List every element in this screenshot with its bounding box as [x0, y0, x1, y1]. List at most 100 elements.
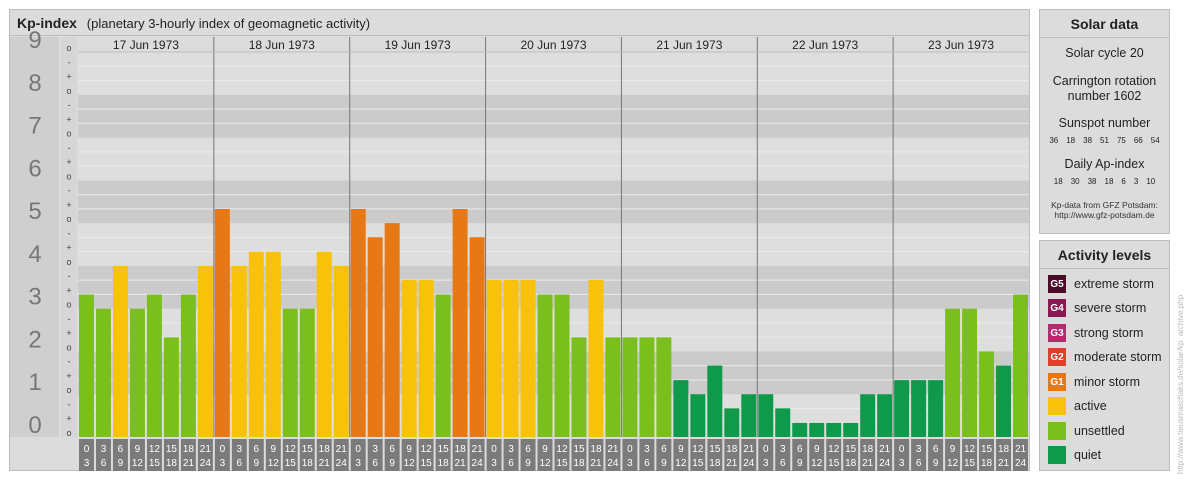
source-link[interactable]: http://www.gfz-potsdam.de [1054, 210, 1155, 220]
interval-start-label: 21 [879, 444, 891, 455]
interval-start-label: 9 [542, 444, 548, 455]
interval-start-label: 15 [302, 444, 314, 455]
kp-level-band [78, 180, 1029, 224]
interval-start-label: 15 [438, 444, 450, 455]
interval-end-label: 24 [1015, 458, 1027, 469]
interval-start-label: 9 [678, 444, 684, 455]
interval-start-label: 0 [355, 444, 361, 455]
y-tick-label: 8 [28, 70, 41, 97]
interval-end-label: 3 [491, 458, 497, 469]
kp-bar [724, 408, 740, 437]
sunspot-value: 38 [1083, 136, 1093, 145]
interval-start-label: 9 [950, 444, 956, 455]
y-tick-label: 3 [28, 284, 41, 311]
level-label: quiet [1074, 448, 1102, 462]
interval-end-label: 6 [916, 458, 922, 469]
interval-end-label: 9 [661, 458, 667, 469]
ap-value: 6 [1121, 177, 1126, 186]
y-minor-tick-label: o [66, 257, 71, 267]
interval-end-label: 6 [508, 458, 514, 469]
carrington-line-2: number 1602 [1067, 89, 1142, 103]
level-label: active [1074, 399, 1107, 413]
interval-cell [707, 439, 723, 471]
interval-end-label: 21 [183, 458, 195, 469]
interval-end-label: 21 [862, 458, 874, 469]
kp-bar [231, 265, 247, 437]
sunspot-value: 36 [1049, 136, 1059, 145]
day-label: 22 Jun 1973 [792, 38, 858, 52]
y-minor-tick-label: - [68, 228, 71, 238]
level-label: moderate storm [1074, 350, 1162, 364]
interval-start-label: 12 [421, 444, 433, 455]
level-swatch-quiet [1048, 446, 1066, 464]
kp-bar [775, 408, 791, 437]
y-tick-label: 7 [28, 113, 41, 140]
y-minor-tick-label: o [66, 86, 71, 96]
interval-end-label: 15 [692, 458, 704, 469]
interval-end-label: 12 [132, 458, 144, 469]
kp-bar [826, 422, 842, 437]
interval-cell [469, 439, 485, 471]
interval-end-label: 21 [590, 458, 602, 469]
interval-cell [911, 439, 927, 471]
y-minor-tick-label: + [66, 157, 71, 167]
interval-end-label: 24 [336, 458, 348, 469]
kp-bar [894, 380, 910, 437]
interval-cell [741, 439, 757, 471]
y-minor-tick-label: o [66, 300, 71, 310]
kp-bar [1013, 294, 1028, 437]
interval-cell [316, 439, 332, 471]
kp-bar [843, 422, 859, 437]
interval-cell [503, 439, 519, 471]
ap-value: 18 [1053, 177, 1063, 186]
interval-cell [384, 439, 400, 471]
y-tick-label: 9 [28, 27, 41, 54]
interval-start-label: 18 [998, 444, 1010, 455]
interval-start-label: 18 [590, 444, 602, 455]
interval-end-label: 9 [118, 458, 124, 469]
activity-levels-panel: Activity levels G5 extreme storm G4 seve… [1039, 240, 1170, 471]
interval-start-label: 21 [336, 444, 348, 455]
interval-cell [775, 439, 791, 471]
interval-end-label: 9 [389, 458, 395, 469]
interval-start-label: 0 [220, 444, 226, 455]
kp-bar [605, 337, 621, 437]
sunspot-numbers: 36 18 38 51 75 66 54 [1040, 136, 1169, 145]
interval-end-label: 18 [845, 458, 857, 469]
y-minor-tick-label: o [66, 214, 71, 224]
day-label: 20 Jun 1973 [520, 38, 586, 52]
interval-start-label: 0 [627, 444, 633, 455]
interval-cell [1013, 439, 1028, 471]
y-minor-tick-label: - [68, 271, 71, 281]
interval-end-label: 21 [455, 458, 467, 469]
kp-bar [656, 337, 672, 437]
interval-end-label: 21 [319, 458, 331, 469]
kp-bar [877, 394, 893, 437]
kp-bar [384, 223, 400, 437]
y-minor-tick-label: - [68, 314, 71, 324]
interval-cell [877, 439, 893, 471]
y-minor-tick-label: o [66, 171, 71, 181]
source-watermark: http://www.tieusmaschaks.de/solar/kp_arc… [1176, 294, 1184, 474]
interval-cell [79, 439, 94, 471]
chart-title-bar: Kp-index (planetary 3-hourly index of ge… [9, 9, 1030, 36]
level-swatch-g3: G3 [1048, 324, 1066, 342]
interval-cell [571, 439, 587, 471]
y-minor-tick-label: + [66, 285, 71, 295]
kp-bar [214, 208, 230, 437]
interval-cell [945, 439, 961, 471]
interval-start-label: 15 [573, 444, 585, 455]
interval-cell [146, 439, 162, 471]
y-tick-label: 1 [28, 369, 41, 396]
interval-end-label: 3 [355, 458, 361, 469]
kp-bar [435, 294, 451, 437]
interval-cell [809, 439, 825, 471]
y-minor-tick-label: + [66, 414, 71, 424]
interval-cell [537, 439, 553, 471]
kp-bar [503, 280, 519, 437]
chart-subtitle: (planetary 3-hourly index of geomagnetic… [86, 16, 371, 31]
interval-end-label: 24 [743, 458, 755, 469]
interval-start-label: 9 [814, 444, 820, 455]
y-tick-label: 5 [28, 198, 41, 225]
interval-cell [418, 439, 434, 471]
